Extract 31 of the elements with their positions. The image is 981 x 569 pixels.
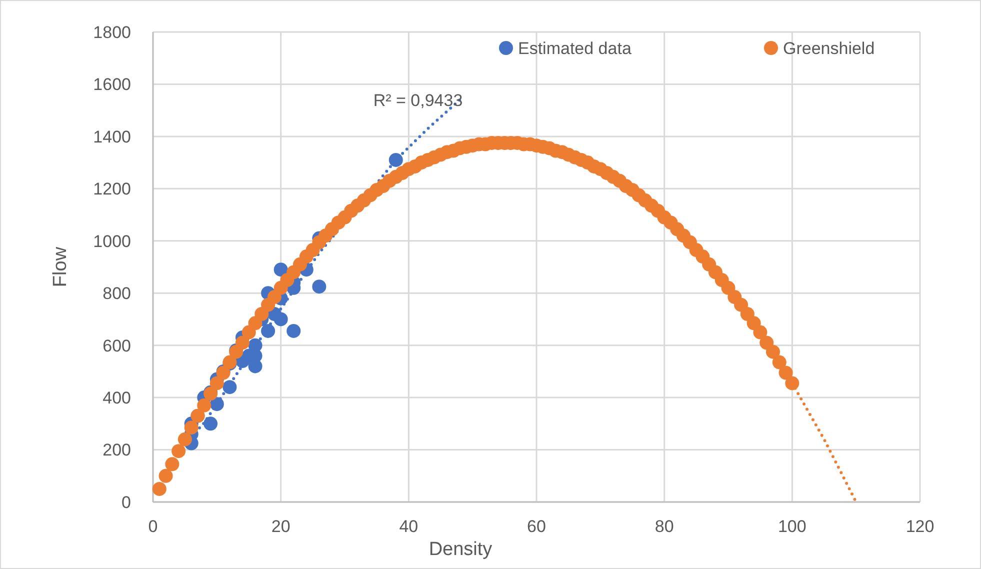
point — [388, 152, 403, 167]
annotation: R² = 0,9433 — [373, 91, 463, 110]
point — [261, 324, 276, 338]
y-tick-label: 1600 — [93, 75, 131, 94]
y-tick-label: 200 — [102, 440, 131, 460]
y-tick-label: 0 — [122, 492, 131, 512]
point — [274, 262, 288, 277]
point — [222, 380, 237, 394]
legend-label: Greenshield — [783, 38, 875, 58]
point — [286, 324, 301, 338]
point — [312, 280, 326, 294]
y-tick-label: 1400 — [93, 127, 131, 146]
y-tick-label: 1000 — [93, 232, 131, 251]
x-tick-label: 40 — [399, 517, 418, 536]
y-tick-label: 1200 — [93, 180, 131, 199]
legend-label: Estimated data — [518, 38, 632, 58]
point — [204, 416, 218, 431]
x-axis-title: Density — [428, 539, 493, 560]
y-tick-label: 800 — [102, 284, 131, 304]
y-tick-label: 1800 — [93, 22, 131, 42]
y-axis-title: Flow — [50, 246, 71, 288]
x-tick-label: 0 — [148, 517, 158, 536]
x-tick-label: 80 — [654, 517, 674, 536]
y-tick-label: 400 — [102, 388, 131, 408]
x-tick-label: 120 — [906, 517, 934, 536]
x-tick-label: 60 — [527, 517, 546, 536]
y-tick-label: 600 — [102, 336, 131, 356]
x-tick-label: 100 — [778, 517, 806, 536]
x-tick-label: 20 — [271, 517, 290, 536]
point — [210, 397, 224, 412]
point — [274, 312, 288, 326]
